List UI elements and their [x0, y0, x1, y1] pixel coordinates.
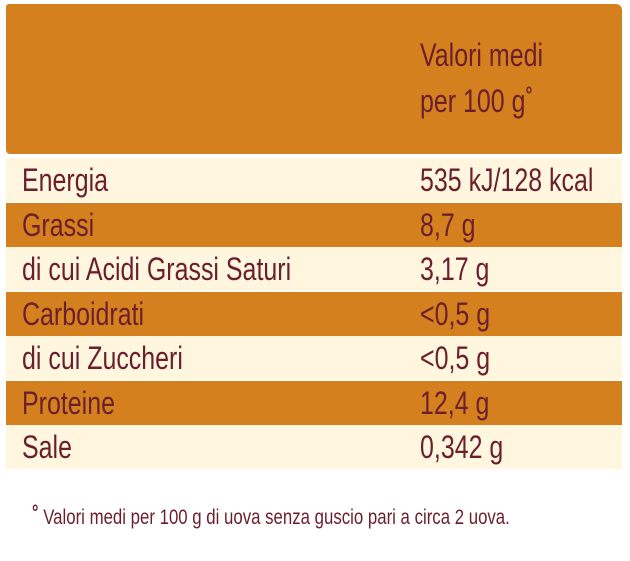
footnote-text: Valori medi per 100 g di uova senza gusc…	[43, 506, 510, 529]
nutrient-cell: Carboidrati	[22, 295, 145, 332]
table-row: Carboidrati <0,5 g	[6, 291, 622, 336]
table-row: di cui Zuccheri <0,5 g	[6, 336, 622, 380]
footnote: ° Valori medi per 100 g di uova senza gus…	[32, 498, 510, 533]
nutrient-cell: Energia	[22, 162, 109, 198]
value-cell: <0,5 g	[420, 295, 491, 332]
header-text: per 100 g	[420, 83, 526, 119]
nutrient-cell: Grassi	[22, 206, 95, 243]
header-line: Valori medi	[420, 37, 543, 73]
nutrient-cell: di cui Acidi Grassi Saturi	[22, 251, 292, 287]
nutrient-cell: di cui Zuccheri	[22, 340, 183, 376]
header-line: per 100 g°	[420, 76, 532, 120]
value-cell: 535 kJ/128 kcal	[420, 162, 594, 198]
table-row: Grassi 8,7 g	[6, 202, 622, 247]
nutrient-cell: Sale	[22, 429, 72, 465]
footnote-marker: °	[32, 502, 39, 524]
table-header: Valori medi per 100 g°	[6, 4, 622, 154]
value-cell: 0,342 g	[420, 429, 504, 465]
table-row: Sale 0,342 g	[6, 425, 622, 469]
nutrient-cell: Proteine	[22, 384, 115, 421]
table-row: Proteine 12,4 g	[6, 380, 622, 425]
table-row: di cui Acidi Grassi Saturi 3,17 g	[6, 247, 622, 291]
table-row: Energia 535 kJ/128 kcal	[6, 158, 622, 202]
value-cell: 12,4 g	[420, 384, 490, 421]
value-cell: <0,5 g	[420, 340, 491, 376]
value-cell: 8,7 g	[420, 206, 476, 243]
footnote-marker: °	[525, 82, 533, 107]
value-cell: 3,17 g	[420, 251, 490, 287]
